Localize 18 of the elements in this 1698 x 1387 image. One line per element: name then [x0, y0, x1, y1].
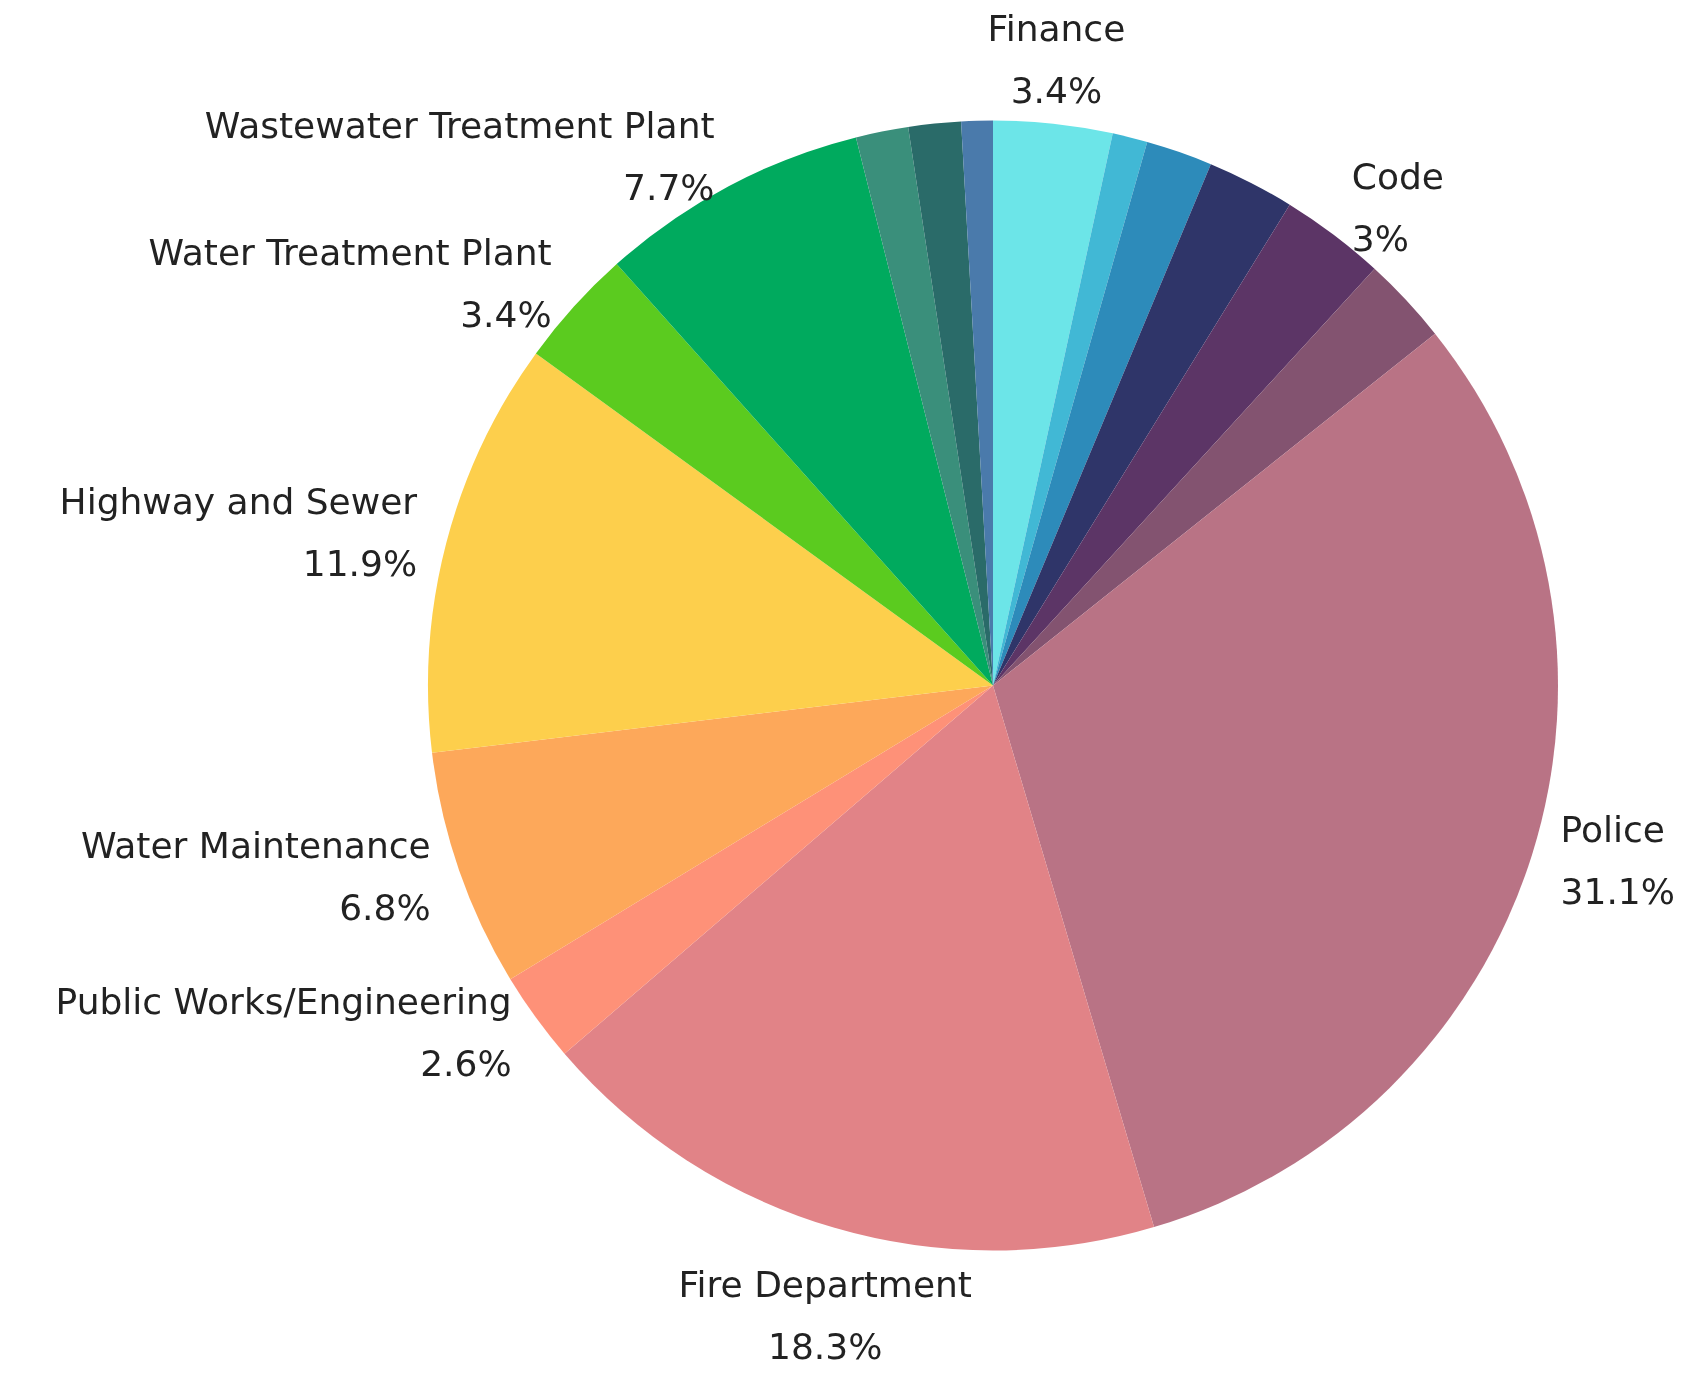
data-label: 3% [1351, 218, 1409, 260]
slice-label: Finance [987, 8, 1126, 50]
slice-label: Fire Department [678, 1263, 972, 1305]
slice-label: Wastewater Treatment Plant [204, 105, 715, 147]
data-label: 31.1% [1560, 871, 1675, 913]
data-label: 6.8% [339, 887, 431, 929]
slice-label: Highway and Sewer [59, 481, 418, 523]
data-label: 11.9% [302, 543, 418, 585]
slice-label: Public Works/Engineering [55, 980, 512, 1022]
data-label: 7.7% [623, 167, 715, 209]
slice-label: Police [1560, 809, 1665, 851]
data-label: 18.3% [768, 1325, 883, 1367]
data-label: 3.4% [1010, 70, 1103, 112]
slice-label: Water Treatment Plant [148, 231, 552, 273]
slice-label: Water Maintenance [80, 825, 431, 867]
slice-label: Code [1351, 156, 1444, 198]
data-label: 3.4% [460, 293, 552, 335]
data-label: 2.6% [420, 1042, 512, 1084]
